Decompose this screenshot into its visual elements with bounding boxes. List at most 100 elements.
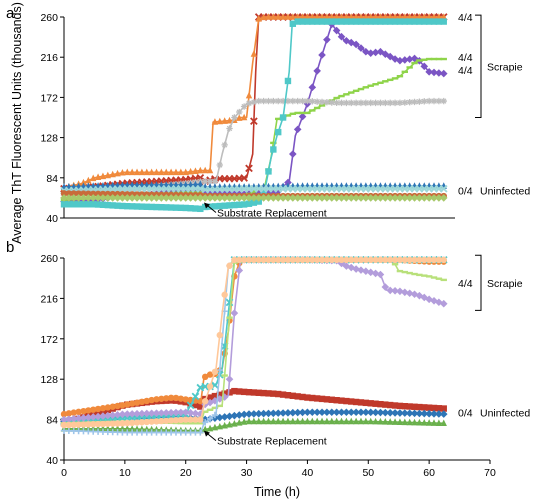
data-point (211, 118, 219, 125)
data-point (85, 190, 92, 197)
data-point (421, 274, 428, 277)
data-point (279, 114, 287, 121)
data-point (293, 408, 302, 417)
data-point (167, 194, 175, 202)
y-tick-label: 128 (40, 133, 58, 145)
data-point (386, 194, 394, 202)
data-point (259, 409, 268, 418)
data-point (226, 262, 233, 269)
data-point (163, 417, 170, 424)
data-point (332, 194, 341, 202)
data-point (260, 97, 267, 105)
arrow-head (203, 430, 210, 437)
data-point (309, 417, 316, 425)
data-point (245, 164, 253, 173)
data-point (401, 194, 409, 202)
data-point (313, 13, 321, 20)
data-point (440, 97, 447, 105)
data-point (308, 194, 317, 202)
data-point (371, 408, 380, 417)
group-label-uninfected: Uninfected (480, 407, 530, 419)
data-point (406, 418, 413, 426)
data-point (309, 18, 316, 25)
data-point (104, 171, 112, 179)
data-point (372, 18, 379, 25)
data-point (270, 390, 277, 397)
data-point (177, 395, 185, 402)
data-point (167, 394, 175, 402)
data-point (104, 404, 112, 411)
data-point (401, 288, 409, 297)
data-point (304, 256, 311, 264)
data-point (425, 295, 433, 304)
data-point (104, 194, 112, 202)
data-point (425, 404, 433, 411)
data-point (391, 409, 399, 417)
data-point (309, 109, 316, 112)
data-point (382, 99, 389, 107)
data-point (186, 194, 195, 202)
data-point (343, 13, 350, 20)
data-point (90, 424, 97, 432)
data-point (157, 409, 166, 417)
data-point (172, 168, 180, 176)
data-point (84, 194, 93, 202)
data-point (348, 13, 355, 20)
data-point (338, 13, 345, 20)
data-point (153, 203, 160, 211)
data-point (411, 272, 418, 276)
data-point (240, 256, 248, 264)
data-point (94, 405, 102, 413)
series-line (63, 258, 445, 423)
data-point (440, 419, 447, 427)
data-point (211, 411, 219, 419)
data-point (148, 425, 155, 433)
data-point (396, 402, 404, 410)
data-point (318, 194, 326, 202)
data-point (357, 13, 365, 20)
data-point (279, 97, 287, 105)
data-point (416, 18, 423, 25)
data-point (313, 395, 321, 402)
data-point (158, 417, 165, 425)
data-point (439, 410, 448, 418)
data-point (80, 190, 87, 197)
data-point (265, 97, 272, 105)
data-point (250, 389, 258, 396)
data-point (391, 286, 399, 295)
data-point (382, 18, 389, 25)
data-point (299, 97, 306, 105)
data-point (294, 417, 301, 425)
data-point (405, 409, 414, 418)
x-tick-label: 0 (61, 467, 67, 479)
data-point (421, 13, 428, 20)
data-point (386, 18, 394, 25)
x-tick-label: 40 (302, 467, 314, 479)
data-point (231, 201, 238, 209)
data-point (376, 270, 385, 279)
scrapie-bracket (475, 14, 482, 118)
data-point (216, 161, 223, 169)
data-point (163, 395, 170, 402)
data-point (270, 13, 277, 20)
data-point (69, 194, 78, 202)
data-point (124, 401, 131, 408)
data-point (377, 417, 384, 425)
data-point (211, 194, 219, 202)
data-point (231, 114, 238, 121)
data-point (323, 194, 331, 202)
data-point (416, 418, 423, 426)
data-point (153, 168, 160, 176)
data-point (197, 416, 204, 423)
data-point (284, 409, 292, 417)
data-point (192, 205, 199, 212)
data-point (299, 111, 306, 115)
data-point (318, 98, 326, 106)
data-point (211, 406, 219, 410)
data-point (323, 13, 331, 20)
data-point (289, 408, 297, 417)
data-point (250, 50, 258, 57)
data-point (123, 194, 132, 202)
data-point (124, 168, 131, 176)
data-point (221, 291, 228, 298)
